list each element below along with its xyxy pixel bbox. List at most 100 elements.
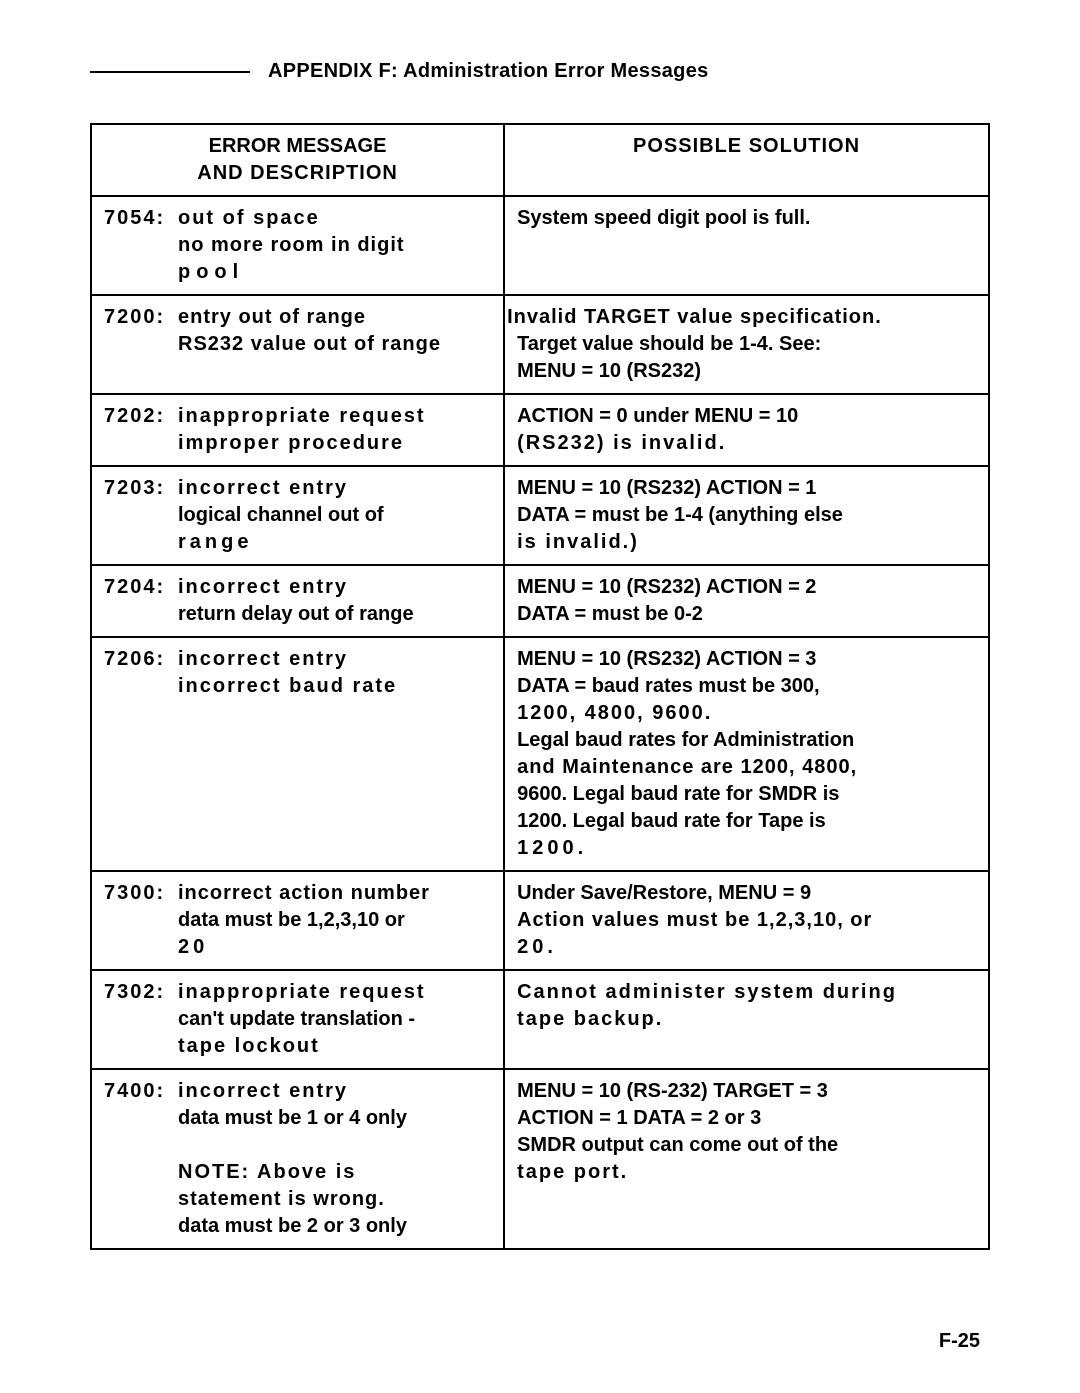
- desc-line: 20: [178, 936, 208, 958]
- header-col2: POSSIBLE SOLUTION: [633, 135, 860, 157]
- header-col1-line2: AND DESCRIPTION: [197, 162, 398, 184]
- desc-line: range: [178, 531, 252, 553]
- solution-cell: Cannot administer system during tape bac…: [504, 970, 989, 1069]
- desc-line: can't update translation -: [178, 1008, 415, 1030]
- sol-line: 9600. Legal baud rate for SMDR is: [517, 783, 839, 805]
- sol-line: MENU = 10 (RS232) ACTION = 1: [517, 477, 816, 499]
- sol-line: ACTION = 0 under MENU = 10: [517, 405, 798, 427]
- header-rule: [90, 71, 250, 73]
- desc-line: incorrect entry: [178, 648, 348, 670]
- sol-line: SMDR output can come out of the: [517, 1134, 838, 1156]
- desc-line: inappropriate request: [178, 405, 426, 427]
- desc-line: pool: [178, 261, 244, 283]
- desc-line: data must be 2 or 3 only: [178, 1215, 407, 1237]
- error-cell: 7200: entry out of range RS232 value out…: [91, 295, 504, 394]
- sol-line: 1200.: [517, 837, 587, 859]
- desc-line: incorrect entry: [178, 1080, 348, 1102]
- desc-line: RS232 value out of range: [178, 333, 441, 355]
- desc-line: out of space: [178, 207, 320, 229]
- error-desc: out of space no more room in digit pool: [178, 205, 491, 286]
- solution-cell: ACTION = 0 under MENU = 10 (RS232) is in…: [504, 394, 989, 466]
- table-row: 7302: inappropriate request can't update…: [91, 970, 989, 1069]
- desc-line: data must be 1,2,3,10 or: [178, 909, 405, 931]
- table-row: 7400: incorrect entry data must be 1 or …: [91, 1069, 989, 1249]
- error-cell: 7054: out of space no more room in digit…: [91, 196, 504, 295]
- error-desc: entry out of range RS232 value out of ra…: [178, 304, 491, 358]
- table-row: 7203: incorrect entry logical channel ou…: [91, 466, 989, 565]
- sol-line: MENU = 10 (RS232) ACTION = 3: [517, 648, 816, 670]
- desc-line: data must be 1 or 4 only: [178, 1107, 407, 1129]
- sol-line: Target value should be 1-4. See:: [507, 333, 821, 355]
- desc-line: entry out of range: [178, 306, 366, 328]
- table-row: 7204: incorrect entry return delay out o…: [91, 565, 989, 637]
- error-desc: incorrect entry logical channel out of r…: [178, 475, 491, 556]
- table-row: 7200: entry out of range RS232 value out…: [91, 295, 989, 394]
- solution-cell: Under Save/Restore, MENU = 9 Action valu…: [504, 871, 989, 970]
- error-cell: 7202: inappropriate request improper pro…: [91, 394, 504, 466]
- sol-line: MENU = 10 (RS-232) TARGET = 3: [517, 1080, 828, 1102]
- sol-line: (RS232) is invalid.: [517, 432, 726, 454]
- solution-cell: Invalid TARGET value specification. Targ…: [504, 295, 989, 394]
- error-cell: 7302: inappropriate request can't update…: [91, 970, 504, 1069]
- sol-line: 20.: [517, 936, 557, 958]
- sol-line: Action values must be 1,2,3,10, or: [517, 909, 872, 931]
- table-header-solution: POSSIBLE SOLUTION: [504, 124, 989, 196]
- table-row: 7054: out of space no more room in digit…: [91, 196, 989, 295]
- error-cell: 7206: incorrect entry incorrect baud rat…: [91, 637, 504, 871]
- error-cell: 7204: incorrect entry return delay out o…: [91, 565, 504, 637]
- error-desc: incorrect entry return delay out of rang…: [178, 574, 491, 628]
- error-code: 7204:: [104, 574, 178, 628]
- error-code: 7400:: [104, 1078, 178, 1240]
- sol-line: and Maintenance are 1200, 4800,: [517, 756, 857, 778]
- desc-line: inappropriate request: [178, 981, 426, 1003]
- desc-line: improper procedure: [178, 432, 404, 454]
- table-header-error: ERROR MESSAGE AND DESCRIPTION: [91, 124, 504, 196]
- solution-cell: MENU = 10 (RS232) ACTION = 3 DATA = baud…: [504, 637, 989, 871]
- page-container: APPENDIX F: Administration Error Message…: [0, 0, 1080, 1393]
- error-table: ERROR MESSAGE AND DESCRIPTION POSSIBLE S…: [90, 123, 990, 1250]
- error-cell: 7400: incorrect entry data must be 1 or …: [91, 1069, 504, 1249]
- error-code: 7202:: [104, 403, 178, 457]
- error-desc: incorrect entry incorrect baud rate: [178, 646, 491, 700]
- sol-line: DATA = must be 1-4 (anything else: [517, 504, 843, 526]
- sol-line: Cannot administer system during: [517, 981, 897, 1003]
- sol-line: 1200, 4800, 9600.: [517, 702, 712, 724]
- desc-line: logical channel out of: [178, 504, 384, 526]
- desc-line: incorrect baud rate: [178, 675, 397, 697]
- desc-line: statement is wrong.: [178, 1188, 385, 1210]
- sol-line: tape backup.: [517, 1008, 663, 1030]
- sol-line: 1200. Legal baud rate for Tape is: [517, 810, 826, 832]
- error-desc: inappropriate request improper procedure: [178, 403, 491, 457]
- error-cell: 7203: incorrect entry logical channel ou…: [91, 466, 504, 565]
- table-header-row: ERROR MESSAGE AND DESCRIPTION POSSIBLE S…: [91, 124, 989, 196]
- sol-line: System speed digit pool is full.: [517, 207, 810, 229]
- desc-line: incorrect action number: [178, 882, 430, 904]
- desc-line: incorrect entry: [178, 576, 348, 598]
- error-desc: incorrect action number data must be 1,2…: [178, 880, 491, 961]
- header: APPENDIX F: Administration Error Message…: [90, 60, 990, 83]
- solution-cell: MENU = 10 (RS-232) TARGET = 3 ACTION = 1…: [504, 1069, 989, 1249]
- table-row: 7202: inappropriate request improper pro…: [91, 394, 989, 466]
- desc-line: no more room in digit: [178, 234, 405, 256]
- desc-line: NOTE: Above is: [178, 1161, 356, 1183]
- sol-line: ACTION = 1 DATA = 2 or 3: [517, 1107, 761, 1129]
- error-desc: incorrect entry data must be 1 or 4 only…: [178, 1078, 491, 1240]
- error-code: 7300:: [104, 880, 178, 961]
- error-code: 7203:: [104, 475, 178, 556]
- error-cell: 7300: incorrect action number data must …: [91, 871, 504, 970]
- page-number: F-25: [90, 1330, 990, 1353]
- desc-line: return delay out of range: [178, 603, 414, 625]
- desc-line: incorrect entry: [178, 477, 348, 499]
- sol-line: MENU = 10 (RS232): [507, 360, 701, 382]
- solution-cell: MENU = 10 (RS232) ACTION = 1 DATA = must…: [504, 466, 989, 565]
- error-desc: inappropriate request can't update trans…: [178, 979, 491, 1060]
- error-code: 7054:: [104, 205, 178, 286]
- header-title: APPENDIX F: Administration Error Message…: [268, 60, 709, 83]
- error-code: 7200:: [104, 304, 178, 358]
- sol-line: is invalid.): [517, 531, 639, 553]
- header-col1-line1: ERROR MESSAGE: [209, 135, 387, 157]
- sol-line: Invalid TARGET value specification.: [507, 306, 882, 328]
- sol-line: DATA = baud rates must be 300,: [517, 675, 820, 697]
- sol-line: DATA = must be 0-2: [517, 603, 703, 625]
- solution-cell: System speed digit pool is full.: [504, 196, 989, 295]
